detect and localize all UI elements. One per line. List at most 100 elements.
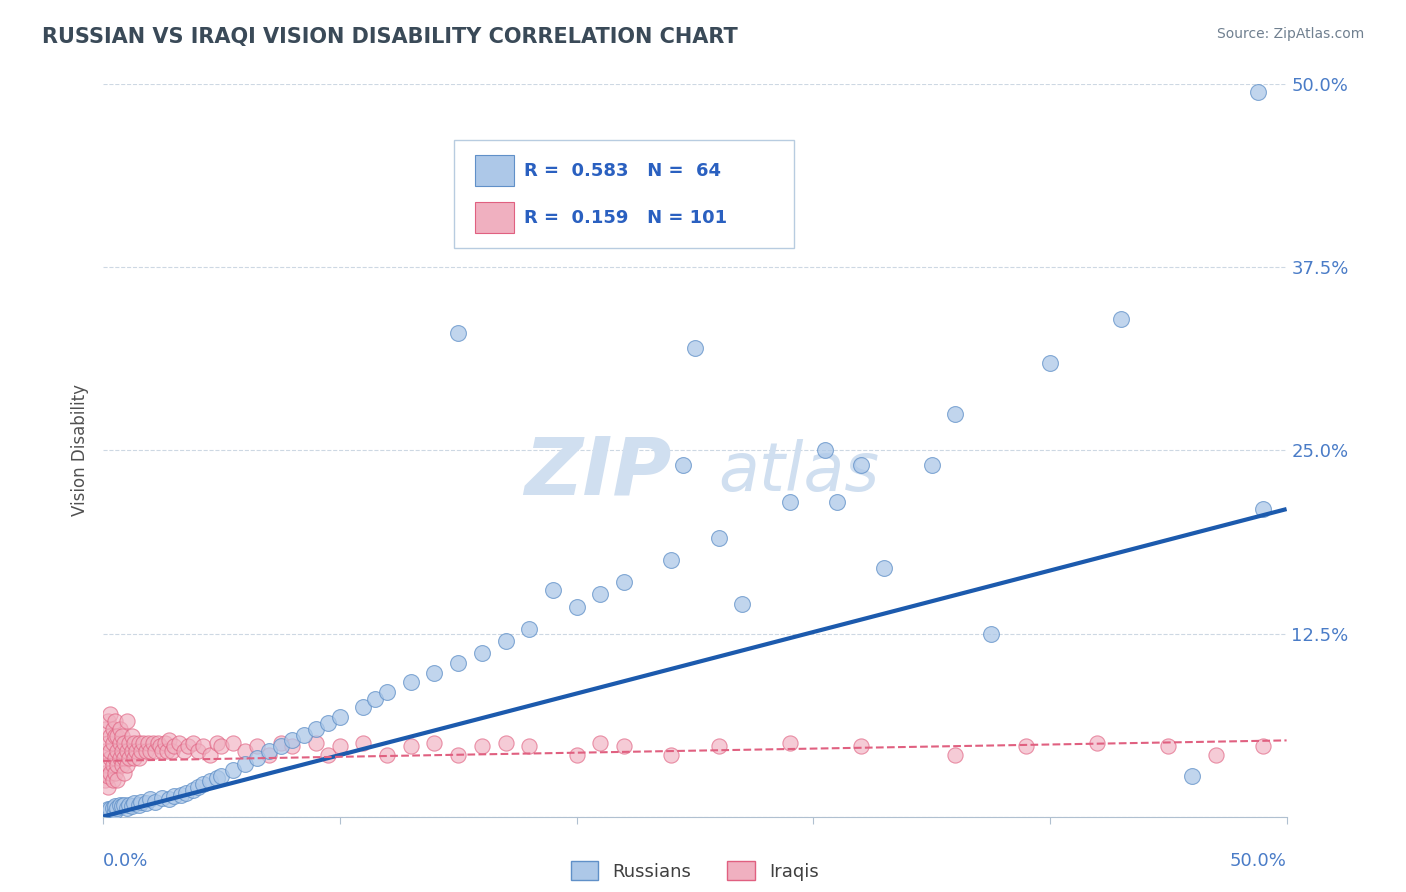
Point <box>108 722 131 736</box>
Point <box>375 685 398 699</box>
Point <box>118 797 141 812</box>
Point <box>114 765 136 780</box>
Point <box>104 804 127 818</box>
Point <box>163 789 186 803</box>
Point <box>353 736 375 750</box>
Point <box>105 801 128 815</box>
Point <box>157 792 180 806</box>
Point <box>125 744 148 758</box>
Point <box>101 722 124 736</box>
Point <box>270 739 292 754</box>
Point <box>97 780 120 795</box>
Point <box>1109 311 1132 326</box>
Point <box>98 802 121 816</box>
Point <box>156 744 179 758</box>
Point <box>589 736 612 750</box>
Point <box>198 774 221 789</box>
Point <box>495 633 517 648</box>
Point <box>111 799 134 814</box>
Point <box>205 772 228 786</box>
Point <box>353 699 375 714</box>
Text: Source: ZipAtlas.com: Source: ZipAtlas.com <box>1216 27 1364 41</box>
Point <box>246 739 269 754</box>
Point <box>121 729 143 743</box>
Point <box>98 706 121 721</box>
Point <box>157 733 180 747</box>
Point <box>814 443 837 458</box>
Point <box>921 458 943 472</box>
Point <box>97 802 120 816</box>
Point <box>181 783 204 797</box>
Point <box>399 739 422 754</box>
Point <box>211 739 233 754</box>
Point <box>565 747 588 762</box>
Point <box>136 736 159 750</box>
Point <box>943 407 966 421</box>
Point <box>1205 747 1227 762</box>
Point <box>139 792 162 806</box>
Text: R =  0.159   N = 101: R = 0.159 N = 101 <box>524 209 727 227</box>
Point <box>132 736 155 750</box>
Point <box>471 646 494 660</box>
Point <box>163 739 186 754</box>
Point <box>495 736 517 750</box>
Point <box>98 729 121 743</box>
Point <box>108 797 131 812</box>
Point <box>135 797 157 811</box>
Point <box>101 758 124 772</box>
Point <box>233 744 256 758</box>
Point <box>222 763 245 777</box>
Point <box>565 600 588 615</box>
Point <box>316 747 339 762</box>
Point <box>292 727 315 741</box>
Point <box>115 714 138 729</box>
Point <box>683 341 706 355</box>
Text: 50.0%: 50.0% <box>1230 852 1286 871</box>
Point <box>471 739 494 754</box>
Point <box>160 744 183 758</box>
Point <box>121 744 143 758</box>
Point <box>707 739 730 754</box>
Point <box>101 736 124 750</box>
Point <box>1251 739 1274 754</box>
Point <box>139 744 162 758</box>
Point <box>849 458 872 472</box>
Point <box>111 744 134 758</box>
Point <box>105 758 128 772</box>
Point <box>205 736 228 750</box>
Point <box>1247 85 1270 99</box>
Point <box>447 747 470 762</box>
Point <box>659 747 682 762</box>
Point <box>173 744 195 758</box>
Legend: Russians, Iraqis: Russians, Iraqis <box>564 855 825 888</box>
Point <box>873 560 896 574</box>
Point <box>121 799 143 814</box>
Point <box>191 739 214 754</box>
Point <box>143 795 166 809</box>
Point <box>174 786 197 800</box>
Point <box>305 736 328 750</box>
Point <box>167 736 190 750</box>
Point <box>211 768 233 782</box>
Point <box>257 744 280 758</box>
Point <box>589 587 612 601</box>
Point <box>447 656 470 670</box>
Point <box>115 744 138 758</box>
Point <box>104 799 127 814</box>
Point <box>541 582 564 597</box>
Point <box>423 736 446 750</box>
Point <box>105 744 128 758</box>
Point <box>129 744 152 758</box>
Point <box>101 772 124 787</box>
Point <box>613 739 636 754</box>
Point <box>115 801 138 815</box>
Point <box>122 797 145 811</box>
Point <box>104 765 127 780</box>
Point <box>143 744 166 758</box>
Point <box>104 714 127 729</box>
Point <box>105 772 128 787</box>
Point <box>198 747 221 762</box>
Text: RUSSIAN VS IRAQI VISION DISABILITY CORRELATION CHART: RUSSIAN VS IRAQI VISION DISABILITY CORRE… <box>42 27 738 46</box>
Point <box>329 739 352 754</box>
Point <box>707 532 730 546</box>
